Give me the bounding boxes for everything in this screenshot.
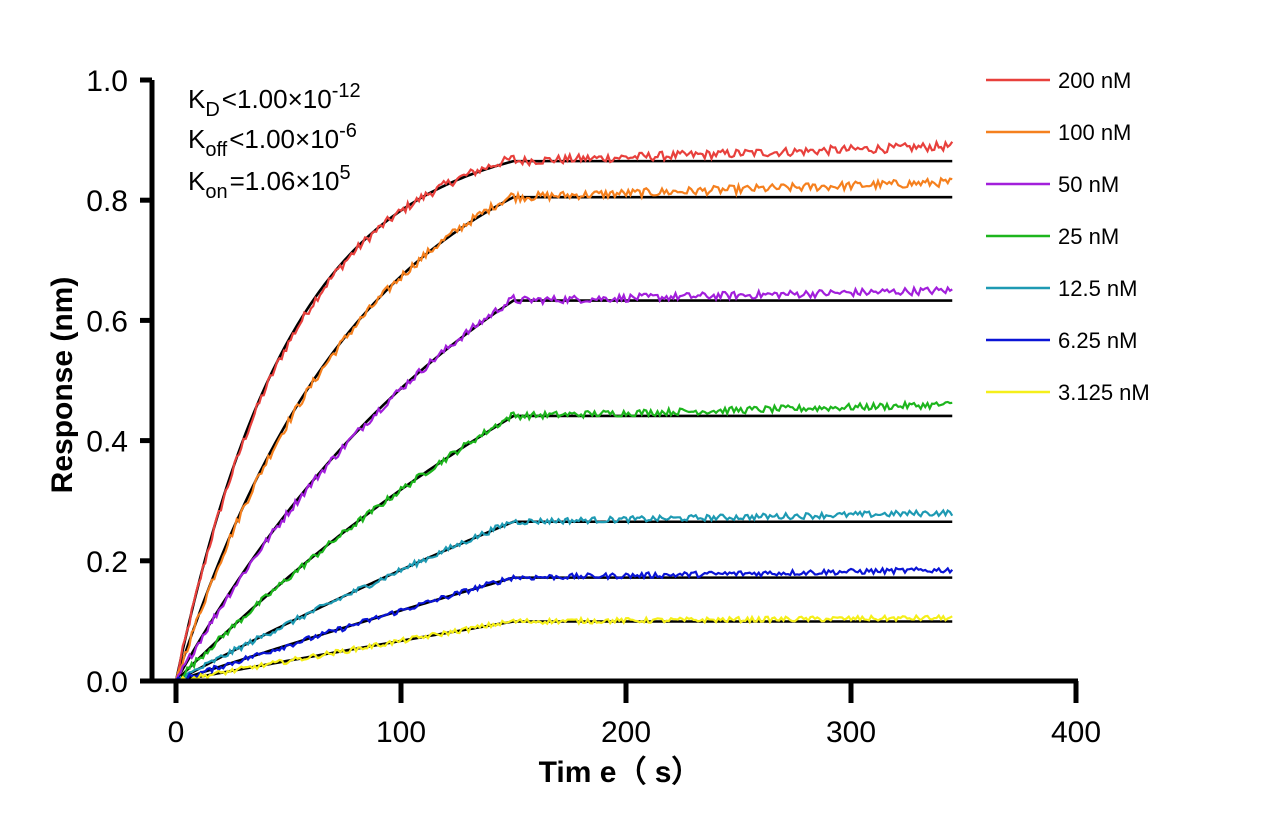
x-tick-label: 0 [168, 716, 185, 749]
y-tick-label: 0.0 [86, 666, 128, 699]
y-tick-label: 1.0 [86, 65, 128, 98]
koff-text: Koff<1.00×10-6 [188, 120, 357, 161]
legend-label: 6.25 nM [1058, 328, 1138, 353]
y-tick-label: 0.6 [86, 305, 128, 338]
data-series [174, 139, 954, 683]
series-line [175, 566, 954, 682]
x-tick-label: 300 [826, 716, 876, 749]
y-tick-label: 0.4 [86, 426, 128, 459]
fit-curve [175, 620, 953, 683]
kinetics-annotation: KD<1.00×10-12 Koff<1.00×10-6 Kon=1.06×10… [188, 80, 361, 203]
fit-curve [175, 520, 953, 683]
series-line [174, 176, 953, 682]
kon-text: Kon=1.06×105 [188, 162, 351, 203]
x-tick-label: 400 [1051, 716, 1101, 749]
legend: 200 nM 100 nM 50 nM 25 nM 12.5 nM 6.25 nM 3.12… [986, 68, 1150, 405]
legend-label: 200 nM [1058, 68, 1131, 93]
kd-text: KD<1.00×10-12 [188, 80, 361, 121]
x-tick-label: 200 [601, 716, 651, 749]
x-tick-label: 100 [376, 716, 426, 749]
fit-curve [175, 576, 953, 683]
series-line [174, 139, 954, 682]
x-axis-label: Tim e（ s） [539, 755, 702, 789]
legend-label: 50 nM [1058, 172, 1119, 197]
y-axis-ticks: 0.0 0.2 0.4 0.6 0.8 1.0 [86, 65, 152, 699]
series-line [174, 284, 953, 682]
series-line [175, 508, 954, 682]
legend-label: 100 nM [1058, 120, 1131, 145]
fit-curve [174, 195, 953, 682]
fit-curve [174, 159, 953, 682]
legend-label: 12.5 nM [1058, 276, 1138, 301]
fit-curves [174, 159, 953, 683]
x-axis-ticks: 0 100 200 300 400 [168, 681, 1101, 749]
series-line [175, 399, 953, 683]
legend-label: 3.125 nM [1058, 380, 1150, 405]
legend-label: 25 nM [1058, 224, 1119, 249]
y-tick-label: 0.8 [86, 185, 128, 218]
fit-curve [175, 414, 953, 682]
series-line [175, 613, 953, 683]
y-tick-label: 0.2 [86, 546, 128, 579]
y-axis-label: Response (nm) [46, 277, 79, 494]
